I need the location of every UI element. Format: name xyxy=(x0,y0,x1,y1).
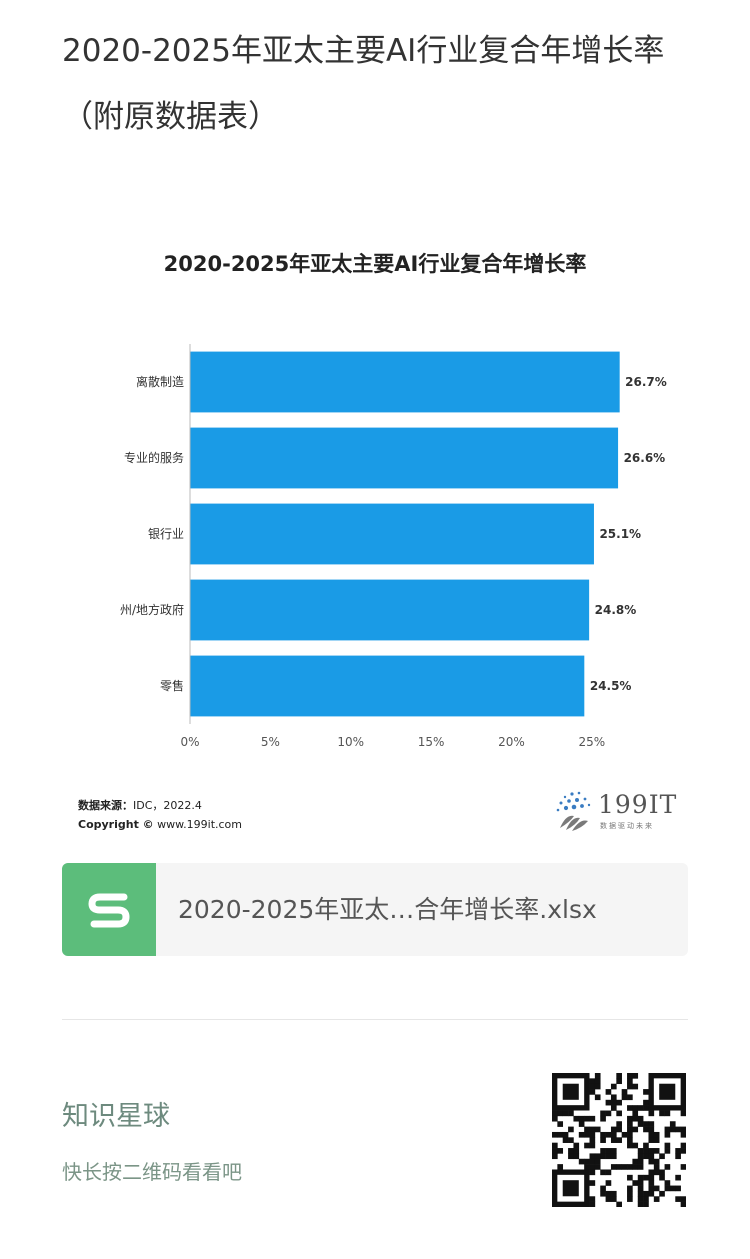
x-tick-label: 0% xyxy=(180,735,199,749)
chart-title: 2020-2025年亚太主要AI行业复合年增长率 xyxy=(163,252,587,276)
category-label: 离散制造 xyxy=(136,374,184,389)
article-title: 2020-2025年亚太主要AI行业复合年增长率（附原数据表） xyxy=(62,33,665,135)
bar xyxy=(190,579,590,641)
bar-chart: 离散制造 26.7% 专业的服务 26.6% 银行业 25.1% 州/地方政府 24.8% 零售… xyxy=(120,344,667,749)
attachment-file-name[interactable]: 2020-2025年亚太…合年增长率.xlsx xyxy=(178,895,597,924)
spreadsheet-s-icon xyxy=(62,863,156,956)
chart-image: 2020-2025年亚太主要AI行业复合年增长率 离散制造 26.7% 专业的服务 2… xyxy=(62,228,688,848)
bar xyxy=(190,503,594,565)
x-tick-label: 20% xyxy=(498,735,525,749)
data-label: 25.1% xyxy=(599,527,641,541)
source-text: IDC，2022.4 xyxy=(133,799,202,812)
category-label: 银行业 xyxy=(148,527,184,541)
brand-dots-icon xyxy=(556,791,591,831)
copyright-site: www.199it.com xyxy=(157,818,243,831)
category-label: 零售 xyxy=(160,678,184,693)
copyright-label: Copyright © xyxy=(78,818,154,831)
qr-code[interactable] xyxy=(552,1073,687,1208)
bar xyxy=(190,655,585,717)
brand-name: 199IT xyxy=(598,790,678,819)
attachment-file-card[interactable]: 2020-2025年亚太…合年增长率.xlsx xyxy=(62,863,688,956)
data-label: 24.5% xyxy=(590,679,632,693)
bar xyxy=(190,351,620,413)
brand-logo: 199IT 数据驱动未来 xyxy=(552,788,682,836)
data-label: 26.6% xyxy=(624,451,666,465)
bar xyxy=(190,427,619,489)
planet-hint: 快长按二维码看看吧 xyxy=(62,1160,242,1184)
qr-code-icon xyxy=(552,1073,687,1208)
data-label: 24.8% xyxy=(595,603,637,617)
section-divider xyxy=(62,1019,688,1020)
x-tick-label: 5% xyxy=(261,735,280,749)
x-tick-label: 15% xyxy=(418,735,445,749)
x-tick-label: 25% xyxy=(579,735,606,749)
chart-source: 数据来源：IDC，2022.4 Copyright © www.199it.co… xyxy=(78,796,242,834)
brand-tagline: 数据驱动未来 xyxy=(600,822,654,830)
x-tick-label: 10% xyxy=(337,735,364,749)
planet-title: 知识星球 xyxy=(62,1101,170,1132)
data-label: 26.7% xyxy=(625,375,667,389)
category-label: 州/地方政府 xyxy=(120,602,184,617)
category-label: 专业的服务 xyxy=(124,450,184,465)
source-label: 数据来源： xyxy=(78,799,133,812)
